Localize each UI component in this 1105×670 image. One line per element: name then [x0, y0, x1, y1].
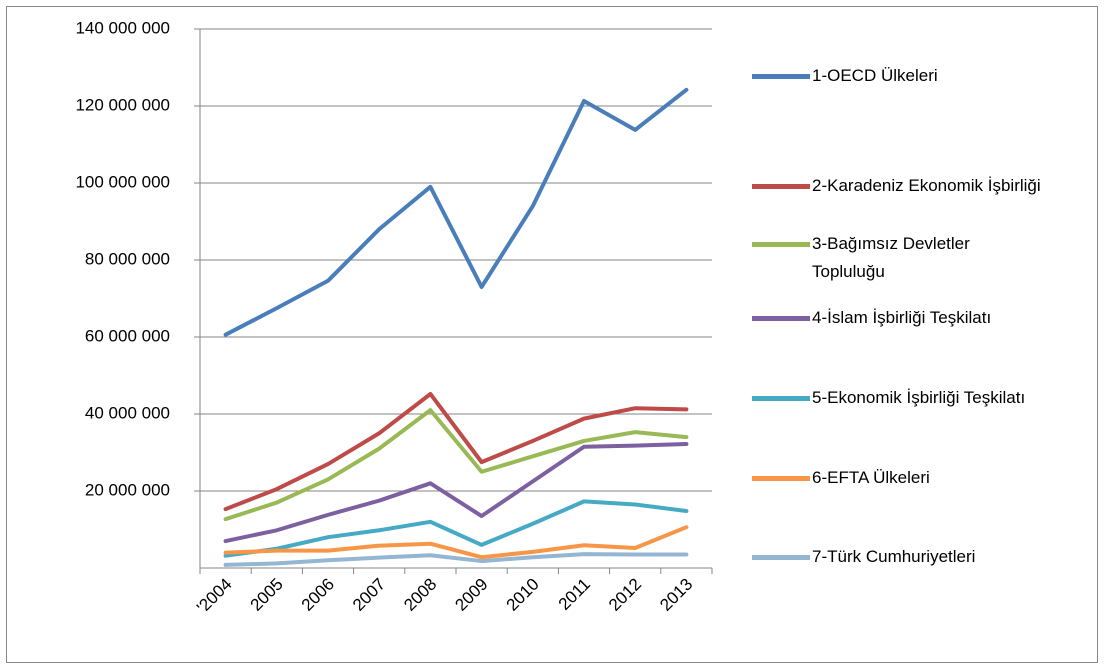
legend-label: 6-EFTA Ülkeleri — [812, 468, 930, 487]
legend-entry: 1-OECD Ülkeleri — [752, 62, 1092, 90]
legend-entry: 2-Karadeniz Ekonomik İşbirliği — [752, 172, 1092, 200]
legend-label: 2-Karadeniz Ekonomik İşbirliği — [812, 176, 1041, 195]
series-line — [223, 499, 689, 558]
legend-entry: 7-Türk Cumhuriyetleri — [752, 543, 1092, 571]
series-line — [223, 552, 689, 567]
legend-label: 3-Bağımsız Devletler Topluluğu — [812, 234, 970, 281]
chart-border — [6, 6, 1098, 663]
y-tick-label: 80 000 000 — [85, 249, 170, 268]
series-line — [223, 525, 689, 560]
series-line — [223, 442, 689, 544]
legend-swatch — [752, 242, 810, 247]
legend-label: 4-İslam İşbirliği Teşkilatı — [812, 308, 992, 327]
y-tick-label: 120 000 000 — [75, 95, 170, 114]
legend-entry: 5-Ekonomik İşbirliği Teşkilatı — [752, 384, 1092, 412]
y-tick-label: 100 000 000 — [75, 172, 170, 191]
y-tick-label: 40 000 000 — [85, 403, 170, 422]
y-tick-label: 20 000 000 — [85, 480, 170, 499]
legend-label: 5-Ekonomik İşbirliği Teşkilatı — [812, 388, 1026, 407]
series-line — [223, 391, 689, 512]
legend-swatch — [752, 184, 810, 189]
series-line — [223, 408, 689, 522]
legend-swatch — [752, 316, 810, 321]
series-line — [223, 87, 689, 337]
y-tick-label: 60 000 000 — [85, 326, 170, 345]
legend-swatch — [752, 555, 810, 560]
legend-swatch — [752, 74, 810, 79]
legend-entry: 6-EFTA Ülkeleri — [752, 464, 1092, 492]
y-tick-label: 140 000 000 — [75, 18, 170, 37]
legend-label: 1-OECD Ülkeleri — [812, 66, 938, 85]
legend-entry: 4-İslam İşbirliği Teşkilatı — [752, 304, 1092, 332]
legend-label: 7-Türk Cumhuriyetleri — [812, 547, 976, 566]
legend-swatch — [752, 396, 810, 401]
legend-swatch — [752, 476, 810, 481]
legend-entry: 3-Bağımsız Devletler Topluluğu — [752, 230, 1092, 286]
